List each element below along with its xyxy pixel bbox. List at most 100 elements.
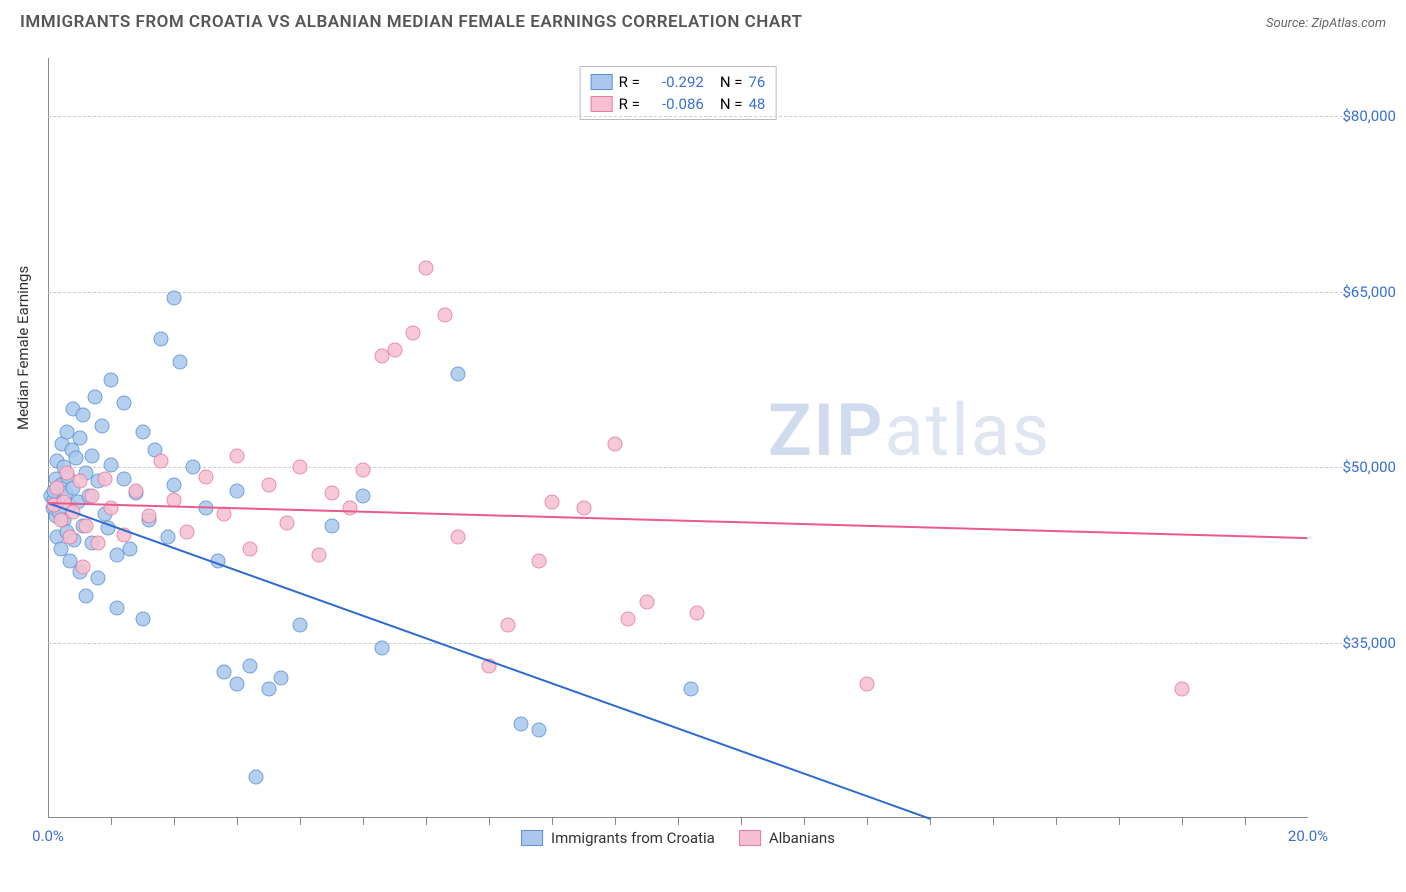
data-point-croatia — [91, 571, 106, 586]
data-point-albanians — [97, 471, 112, 486]
data-point-croatia — [94, 419, 109, 434]
data-point-croatia — [104, 372, 119, 387]
data-point-croatia — [116, 471, 131, 486]
data-point-albanians — [261, 477, 276, 492]
data-point-croatia — [242, 659, 257, 674]
data-point-albanians — [242, 542, 257, 557]
data-point-croatia — [167, 290, 182, 305]
gridline-h — [48, 292, 1358, 293]
y-tick-label: $35,000 — [1316, 634, 1396, 652]
stats-row-croatia: R =-0.292N =76 — [591, 71, 766, 93]
data-point-albanians — [280, 516, 295, 531]
data-point-croatia — [513, 717, 528, 732]
data-point-croatia — [69, 450, 84, 465]
legend-swatch-albanians — [739, 830, 761, 846]
data-point-croatia — [173, 355, 188, 370]
data-point-albanians — [356, 462, 371, 477]
data-point-albanians — [72, 474, 87, 489]
x-tick — [678, 817, 679, 825]
x-tick — [1245, 817, 1246, 825]
data-point-albanians — [311, 547, 326, 562]
data-point-albanians — [545, 495, 560, 510]
data-point-albanians — [154, 454, 169, 469]
legend-item-albanians: Albanians — [739, 829, 835, 847]
x-tick — [1182, 817, 1183, 825]
trend-line-croatia — [48, 502, 931, 820]
data-point-albanians — [129, 483, 144, 498]
data-point-albanians — [78, 518, 93, 533]
data-point-croatia — [374, 641, 389, 656]
x-tick — [1056, 817, 1057, 825]
data-point-albanians — [63, 530, 78, 545]
legend-item-croatia: Immigrants from Croatia — [521, 829, 715, 847]
data-point-albanians — [293, 460, 308, 475]
stats-row-albanians: R =-0.086N =48 — [591, 93, 766, 115]
x-tick — [741, 817, 742, 825]
data-point-albanians — [230, 448, 245, 463]
y-axis-title: Median Female Earnings — [14, 266, 32, 430]
data-point-albanians — [419, 261, 434, 276]
data-point-croatia — [230, 483, 245, 498]
x-tick — [489, 817, 490, 825]
data-point-albanians — [179, 524, 194, 539]
series-legend: Immigrants from Croatia Albanians — [521, 829, 835, 847]
data-point-albanians — [500, 618, 515, 633]
gridline-h — [48, 643, 1358, 644]
legend-label: Immigrants from Croatia — [551, 829, 715, 847]
data-point-albanians — [576, 501, 591, 516]
data-point-croatia — [72, 431, 87, 446]
scatter-plot-area: ZIPatlas R =-0.292N =76R =-0.086N =48 Im… — [48, 58, 1308, 818]
data-point-croatia — [116, 395, 131, 410]
x-tick — [363, 817, 364, 825]
data-point-croatia — [88, 390, 103, 405]
data-point-croatia — [85, 448, 100, 463]
data-point-croatia — [167, 477, 182, 492]
data-point-albanians — [198, 469, 213, 484]
data-point-albanians — [437, 308, 452, 323]
data-point-albanians — [387, 343, 402, 358]
data-point-croatia — [683, 682, 698, 697]
data-point-albanians — [639, 594, 654, 609]
gridline-h — [48, 467, 1358, 468]
data-point-croatia — [532, 723, 547, 738]
data-point-albanians — [75, 559, 90, 574]
data-point-croatia — [110, 600, 125, 615]
correlation-stats-box: R =-0.292N =76R =-0.086N =48 — [580, 66, 777, 120]
swatch-croatia — [591, 74, 613, 90]
watermark: ZIPatlas — [768, 388, 1051, 473]
data-point-croatia — [274, 670, 289, 685]
data-point-albanians — [689, 606, 704, 621]
trend-line-albanians — [48, 502, 1308, 539]
x-tick — [1119, 817, 1120, 825]
x-tick — [993, 817, 994, 825]
data-point-croatia — [293, 618, 308, 633]
data-point-croatia — [356, 489, 371, 504]
data-point-croatia — [75, 407, 90, 422]
x-tick — [552, 817, 553, 825]
chart-title: IMMIGRANTS FROM CROATIA VS ALBANIAN MEDI… — [20, 12, 802, 32]
data-point-albanians — [91, 536, 106, 551]
x-tick — [300, 817, 301, 825]
x-tick — [237, 817, 238, 825]
data-point-albanians — [141, 509, 156, 524]
x-tick-label: 20.0% — [1288, 827, 1328, 845]
data-point-croatia — [230, 676, 245, 691]
data-point-albanians — [620, 612, 635, 627]
x-tick — [867, 817, 868, 825]
x-tick-label: 0.0% — [32, 827, 64, 845]
data-point-croatia — [248, 770, 263, 785]
data-point-croatia — [78, 588, 93, 603]
data-point-albanians — [608, 436, 623, 451]
x-tick — [111, 817, 112, 825]
y-axis-line — [48, 58, 49, 817]
gridline-h — [48, 116, 1358, 117]
data-point-albanians — [50, 481, 65, 496]
data-point-albanians — [343, 501, 358, 516]
x-tick — [174, 817, 175, 825]
y-tick-label: $65,000 — [1316, 283, 1396, 301]
swatch-albanians — [591, 96, 613, 112]
data-point-croatia — [450, 366, 465, 381]
x-tick — [615, 817, 616, 825]
data-point-croatia — [104, 457, 119, 472]
data-point-albanians — [324, 485, 339, 500]
